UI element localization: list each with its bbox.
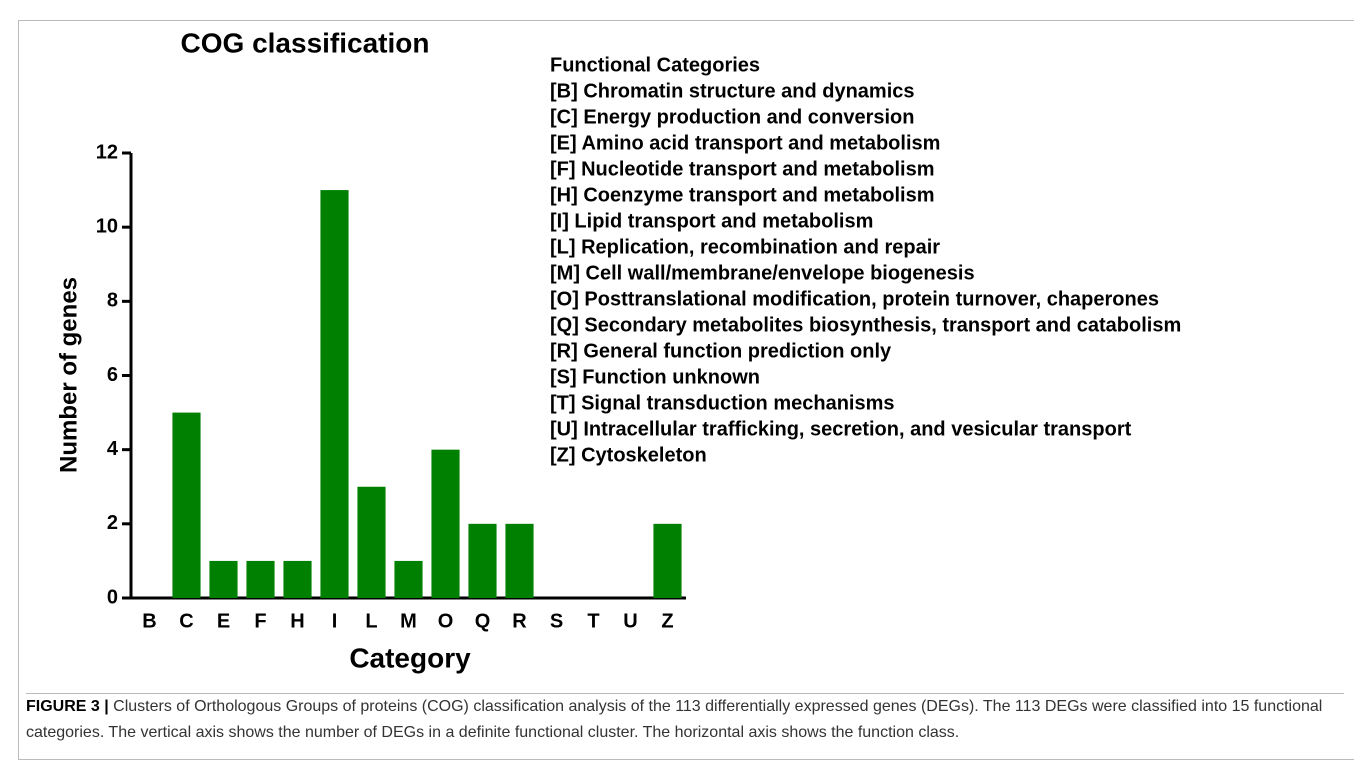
legend-item: [C] Energy production and conversion <box>550 106 914 128</box>
x-tick-label: U <box>623 610 637 632</box>
legend-item: [M] Cell wall/membrane/envelope biogenes… <box>550 262 975 284</box>
y-tick-label: 10 <box>96 215 118 237</box>
bar <box>320 190 349 599</box>
x-tick-label: Q <box>475 610 491 632</box>
figure-frame <box>18 20 1354 760</box>
x-tick-label: O <box>438 610 454 632</box>
y-tick-label: 12 <box>96 141 118 163</box>
y-tick-label: 2 <box>107 512 118 534</box>
x-tick-label: Z <box>661 610 673 632</box>
legend-item: [S] Function unknown <box>550 366 760 388</box>
chart-title: COG classification <box>181 27 430 58</box>
x-tick-label: B <box>142 610 156 632</box>
x-tick-label: T <box>587 610 599 632</box>
y-axis-label: Number of genes <box>55 277 82 473</box>
legend-item: [O] Posttranslational modification, prot… <box>550 288 1159 310</box>
legend-item: [H] Coenzyme transport and metabolism <box>550 184 935 206</box>
x-tick-label: H <box>290 610 304 632</box>
legend-item: [F] Nucleotide transport and metabolism <box>550 158 934 180</box>
bar <box>246 560 275 598</box>
bar <box>505 523 534 598</box>
caption-label: FIGURE 3 | <box>26 698 109 715</box>
chart: COG classification Category Number of ge… <box>55 27 1181 673</box>
bar <box>431 449 460 598</box>
legend-item: [Z] Cytoskeleton <box>550 444 707 466</box>
y-tick-label: 6 <box>107 364 118 386</box>
legend-item: [I] Lipid transport and metabolism <box>550 210 873 232</box>
bar <box>357 486 386 598</box>
legend-item: [U] Intracellular trafficking, secretion… <box>550 418 1132 440</box>
legend-item: [T] Signal transduction mechanisms <box>550 392 895 414</box>
y-tick-label: 4 <box>107 438 119 460</box>
x-tick-label: R <box>512 610 527 632</box>
x-tick-label: L <box>365 610 377 632</box>
x-axis-label: Category <box>349 642 471 673</box>
y-tick-label: 8 <box>107 290 118 312</box>
x-tick-label: M <box>400 610 417 632</box>
x-tick-label: I <box>332 610 338 632</box>
legend-item: [B] Chromatin structure and dynamics <box>550 80 915 102</box>
bar <box>172 412 201 598</box>
bar <box>394 560 423 598</box>
y-tick-label: 0 <box>107 586 118 608</box>
bar <box>653 523 682 598</box>
x-tick-label: F <box>254 610 266 632</box>
caption: FIGURE 3 | Clusters of Orthologous Group… <box>26 693 1344 746</box>
legend-item: [R] General function prediction only <box>550 340 892 362</box>
x-tick-label: C <box>179 610 193 632</box>
bar <box>283 560 312 598</box>
legend-item: [Q] Secondary metabolites biosynthesis, … <box>550 314 1181 336</box>
caption-text: Clusters of Orthologous Groups of protei… <box>26 698 1323 741</box>
x-tick-label: S <box>550 610 563 632</box>
legend-item: [E] Amino acid transport and metabolism <box>550 132 940 154</box>
legend-title: Functional Categories <box>550 54 760 76</box>
bar <box>468 523 497 598</box>
x-tick-label: E <box>217 610 230 632</box>
bar <box>209 560 238 598</box>
legend-item: [L] Replication, recombination and repai… <box>550 236 940 258</box>
